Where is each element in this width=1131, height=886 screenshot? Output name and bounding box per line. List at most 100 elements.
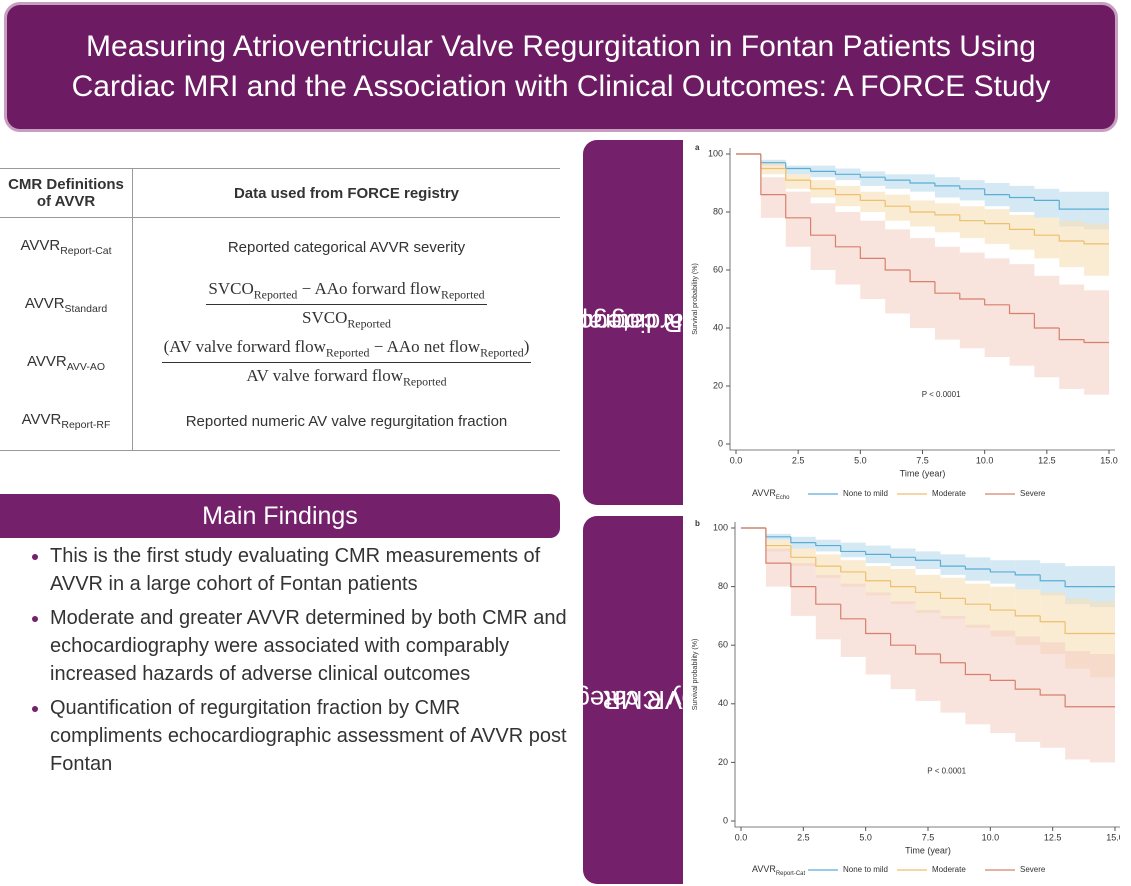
survival-step xyxy=(959,214,985,222)
fraction: (AV valve forward flowReported − AAo net… xyxy=(161,336,532,390)
confidence-band xyxy=(1034,217,1060,259)
x-tick-label: 12.5 xyxy=(1044,832,1062,842)
denominator: SVCOReported xyxy=(206,305,486,331)
table-row: AVVRReport-RF Reported numeric AV valve r… xyxy=(0,392,560,451)
survival-step xyxy=(959,185,985,190)
confidence-band xyxy=(840,583,866,657)
legend-label: Moderate xyxy=(932,865,966,874)
confidence-band xyxy=(835,212,861,285)
chart: 0 20 40 60 80 100 0.0 2.5 5.0 7.5 10.0 12.5 15.0 Time… xyxy=(692,519,1120,877)
confidence-band xyxy=(1034,275,1060,378)
y-tick-label: 40 xyxy=(718,698,728,708)
description: Reported categorical AVVR severity xyxy=(227,238,466,256)
survival-step xyxy=(1058,235,1085,242)
confidence-band xyxy=(965,583,991,628)
column-header: CMR Definitions of AVVR xyxy=(0,168,133,218)
survival-step xyxy=(865,618,891,635)
survival-step xyxy=(989,604,1016,611)
survival-step xyxy=(989,674,1016,681)
annotation: P < 0.0001 xyxy=(922,390,961,399)
survival-step xyxy=(840,545,866,553)
confidence-band xyxy=(910,238,935,328)
confidence-band xyxy=(910,200,935,227)
legend-title: AVVREcho xyxy=(752,488,790,500)
survival-step xyxy=(984,220,1010,225)
y-axis-label: Survival probability (%) xyxy=(692,263,699,335)
x-tick-label: 15.0 xyxy=(1106,832,1120,842)
x-tick-label: 10.0 xyxy=(976,455,994,465)
chart: 0 20 40 60 80 100 0.0 2.5 5.0 7.5 10.0 12.5 15.0 Time… xyxy=(692,143,1118,500)
survival-step xyxy=(859,246,886,259)
survival-step xyxy=(939,653,966,664)
definition-subscript: Standard xyxy=(64,303,108,315)
confidence-band xyxy=(885,194,911,221)
survival-step xyxy=(790,563,816,588)
subscript: Reported xyxy=(253,287,298,301)
confidence-band xyxy=(1065,651,1091,760)
panel-letter: b xyxy=(695,519,700,528)
panel-label: AVVR categories by CMR xyxy=(519,516,715,884)
survival-step xyxy=(914,557,941,561)
survival-step xyxy=(939,560,966,567)
survival-step xyxy=(840,604,866,620)
legend-label: Severe xyxy=(1020,865,1046,874)
definition: AVVR xyxy=(26,353,67,370)
survival-step xyxy=(909,180,935,184)
numerator: SVCOReported − AAo forward flowReported xyxy=(206,278,487,305)
y-axis-label: Survival probability (%) xyxy=(692,639,699,711)
subscript: Reported xyxy=(347,316,391,331)
annotation: P < 0.0001 xyxy=(927,766,966,775)
text: ) xyxy=(523,336,530,356)
confidence-band xyxy=(765,548,791,587)
confidence-band xyxy=(1084,191,1109,230)
confidence-band xyxy=(860,171,886,186)
confidence-band xyxy=(1009,264,1035,366)
x-tick-label: 5.0 xyxy=(859,832,872,842)
survival-step xyxy=(884,258,911,271)
x-tick-label: 10.0 xyxy=(982,832,1000,842)
confidence-band xyxy=(959,252,985,349)
panel-letter: a xyxy=(695,143,700,152)
survival-step xyxy=(890,633,916,646)
confidence-band xyxy=(840,542,866,558)
survival-step xyxy=(909,270,935,283)
survival-step xyxy=(909,206,935,213)
legend-title: AVVRReport-Cat xyxy=(752,864,806,876)
table-header: CMR Definitions of AVVR Data used from F… xyxy=(0,168,560,218)
survival-step xyxy=(1033,313,1060,329)
table-body: AVVR Report-Cat Reported categorical AVVR … xyxy=(0,217,561,451)
subscript: Reported xyxy=(441,287,485,301)
survival-step xyxy=(1064,580,1091,588)
legend-label: None to mild xyxy=(843,865,888,874)
text: − AAo net flow xyxy=(369,336,481,356)
survival-step xyxy=(790,545,816,558)
confidence-band xyxy=(1015,589,1041,646)
confidence-band xyxy=(840,560,866,587)
subscript: Reported xyxy=(403,374,447,389)
confidence-band xyxy=(959,206,985,239)
survival-step xyxy=(834,188,861,196)
text: SVCO xyxy=(208,278,254,298)
survival-step xyxy=(790,536,816,544)
survival-step xyxy=(890,580,916,588)
survival-step xyxy=(865,571,891,582)
survival-step xyxy=(964,566,991,570)
panel-label-text: AVVR categories by CMR xyxy=(519,602,715,798)
text: AV valve forward flow xyxy=(246,366,403,385)
legend-title-sub: Echo xyxy=(776,495,790,501)
confidence-band xyxy=(785,191,811,247)
survival-step xyxy=(810,217,836,236)
confidence-band xyxy=(1009,185,1035,212)
table-row: AVVRStandard SVCOReported − AAo forward f… xyxy=(0,276,560,334)
data-cell: (AV valve forward flowReported − AAo net… xyxy=(133,334,561,392)
confidence-band xyxy=(1065,566,1091,605)
survival-step xyxy=(834,235,861,248)
x-tick-label: 0.0 xyxy=(730,455,743,465)
confidence-band xyxy=(785,165,811,175)
x-tick-label: 2.5 xyxy=(792,455,805,465)
survival-step xyxy=(1083,339,1109,344)
definition-cell: AVVRStandard xyxy=(0,276,133,334)
numerator: (AV valve forward flowReported − AAo net… xyxy=(161,336,532,363)
definition-subscript: Report-Cat xyxy=(60,245,112,257)
